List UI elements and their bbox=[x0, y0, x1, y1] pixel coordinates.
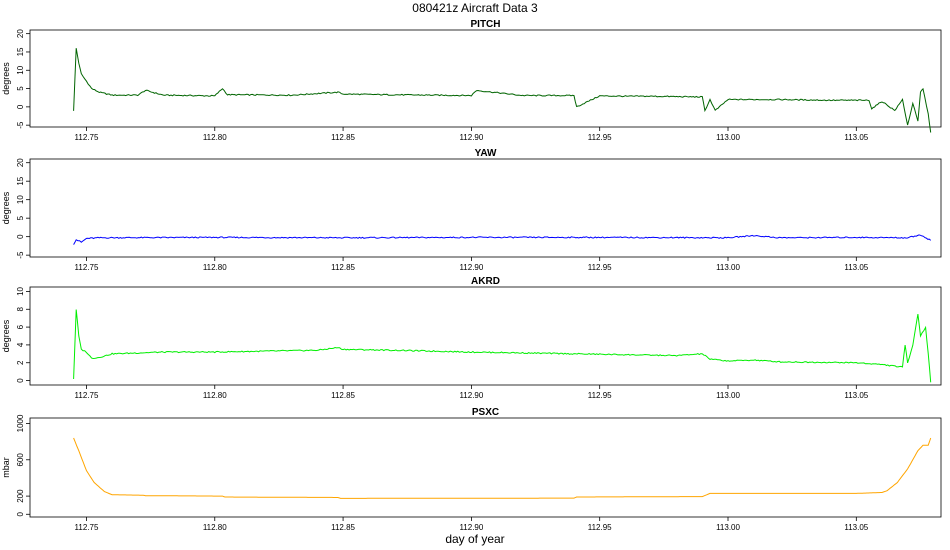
x-tick-label: 112.75 bbox=[75, 133, 99, 142]
x-tick-label: 113.05 bbox=[844, 263, 868, 272]
series-line-akrd bbox=[73, 309, 932, 383]
x-tick-label: 113.05 bbox=[844, 523, 868, 532]
panel-pitch: PITCH degrees 112.75 112.80 112.85 112.90 112.… bbox=[1, 19, 942, 142]
x-tick-label: 112.95 bbox=[588, 263, 612, 272]
y-tick-label: 5 bbox=[16, 86, 25, 91]
plot-frame bbox=[29, 286, 942, 386]
y-tick-label: 8 bbox=[16, 306, 25, 311]
x-tick-label: 113.05 bbox=[844, 133, 868, 142]
y-tick-label: 15 bbox=[16, 176, 25, 185]
panel-title: YAW bbox=[475, 148, 497, 159]
y-tick-label: -5 bbox=[16, 121, 25, 129]
y-tick-label: 10 bbox=[16, 65, 25, 74]
x-tick-label: 113.00 bbox=[716, 133, 740, 142]
x-tick-label: 112.90 bbox=[459, 263, 483, 272]
x-tick-label: 113.00 bbox=[716, 523, 740, 532]
x-tick-label: 112.85 bbox=[331, 391, 355, 400]
x-tick-label: 112.85 bbox=[331, 133, 355, 142]
y-tick-label: 0 bbox=[16, 378, 25, 383]
x-tick-label: 112.85 bbox=[331, 523, 355, 532]
plot-frame bbox=[29, 29, 942, 128]
x-tick-label: 112.90 bbox=[459, 133, 483, 142]
x-tick-label: 112.80 bbox=[203, 391, 227, 400]
y-tick-label: 1000 bbox=[16, 414, 25, 432]
y-tick-label: 20 bbox=[16, 158, 25, 167]
y-tick-label: 0 bbox=[16, 512, 25, 517]
y-tick-label: 200 bbox=[16, 489, 25, 503]
panel-psxc: PSXC mbar 112.75 112.80 112.85 112.90 112.95 11… bbox=[1, 407, 942, 532]
series-line-yaw bbox=[73, 234, 932, 245]
x-tick-label: 112.75 bbox=[75, 523, 99, 532]
series-line-psxc bbox=[73, 437, 932, 499]
x-tick-label: 113.00 bbox=[716, 391, 740, 400]
figure-title: 080421z Aircraft Data 3 bbox=[412, 1, 538, 15]
y-tick-label: 6 bbox=[16, 324, 25, 329]
x-tick-label: 112.95 bbox=[588, 133, 612, 142]
panel-akrd: AKRD degrees 112.75 112.80 112.85 112.90 112.9… bbox=[1, 276, 942, 400]
plot-frame bbox=[29, 158, 942, 258]
y-tick-label: 4 bbox=[16, 342, 25, 347]
panel-title: AKRD bbox=[471, 276, 500, 287]
series-line-pitch bbox=[73, 48, 932, 133]
x-tick-label: 113.00 bbox=[716, 263, 740, 272]
y-tick-label: 600 bbox=[16, 453, 25, 467]
y-axis-label: degrees bbox=[1, 62, 11, 95]
x-tick-label: 112.85 bbox=[331, 263, 355, 272]
x-tick-label: 112.80 bbox=[203, 263, 227, 272]
y-axis-label: degrees bbox=[1, 191, 11, 224]
y-tick-label: 20 bbox=[16, 29, 25, 38]
y-tick-label: 10 bbox=[16, 286, 25, 295]
y-tick-label: 0 bbox=[16, 234, 25, 239]
y-tick-label: -5 bbox=[16, 251, 25, 259]
y-axis-label: mbar bbox=[1, 457, 11, 478]
y-tick-label: 0 bbox=[16, 104, 25, 109]
y-tick-label: 10 bbox=[16, 195, 25, 204]
y-tick-label: 5 bbox=[16, 215, 25, 220]
x-tick-label: 112.95 bbox=[588, 391, 612, 400]
y-tick-label: 2 bbox=[16, 360, 25, 365]
x-tick-label: 112.80 bbox=[203, 523, 227, 532]
x-tick-label: 112.90 bbox=[459, 523, 483, 532]
x-axis-label: day of year bbox=[445, 532, 504, 546]
plot-frame bbox=[29, 417, 942, 518]
x-tick-label: 112.75 bbox=[75, 263, 99, 272]
panel-title: PSXC bbox=[472, 407, 499, 418]
x-tick-label: 112.95 bbox=[588, 523, 612, 532]
y-tick-label: 15 bbox=[16, 47, 25, 56]
panel-yaw: YAW degrees 112.75 112.80 112.85 112.90 112.95… bbox=[1, 148, 942, 272]
panel-title: PITCH bbox=[471, 19, 501, 30]
x-tick-label: 112.90 bbox=[459, 391, 483, 400]
y-axis-label: degrees bbox=[1, 319, 11, 352]
x-tick-label: 113.05 bbox=[844, 391, 868, 400]
x-tick-label: 112.80 bbox=[203, 133, 227, 142]
x-tick-label: 112.75 bbox=[75, 391, 99, 400]
